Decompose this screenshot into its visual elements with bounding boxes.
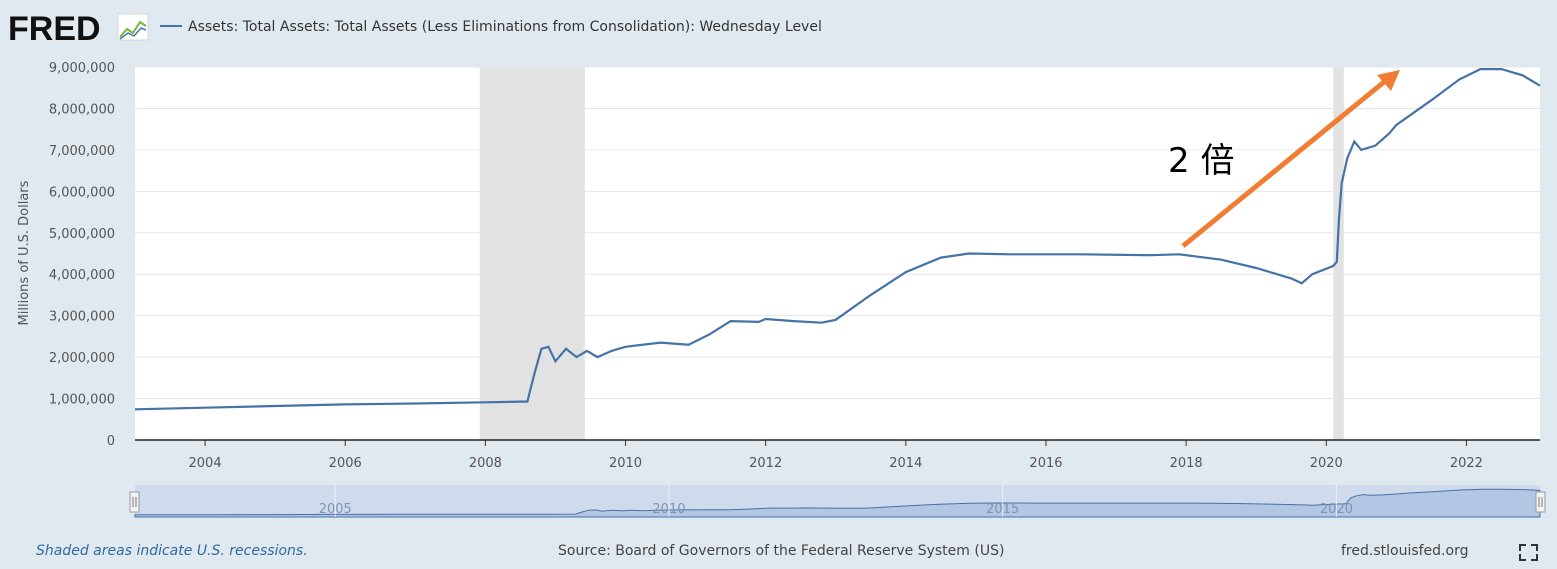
- x-tick-label: 2008: [469, 456, 502, 471]
- x-tick-label: 2014: [889, 456, 922, 471]
- x-tick-label: 2020: [1310, 456, 1343, 471]
- y-tick-label: 9,000,000: [49, 61, 115, 76]
- site-link[interactable]: fred.stlouisfed.org: [1341, 543, 1468, 559]
- navigator-series-area: [134, 488, 1541, 518]
- arrow-line: [1181, 80, 1386, 248]
- recession-note: Shaded areas indicate U.S. recessions.: [36, 543, 308, 559]
- fred-graph-logo-icon: [117, 13, 149, 41]
- y-tick-label: 0: [107, 434, 115, 449]
- navigator-tick-label: 2010: [652, 502, 685, 517]
- y-tick-label: 4,000,000: [49, 268, 115, 283]
- header: FRED Assets: Total Assets: Total Assets …: [8, 10, 822, 48]
- annotation: 2 倍: [1168, 70, 1400, 248]
- y-tick-label: 3,000,000: [49, 310, 115, 325]
- recession-band-1: [1333, 67, 1344, 440]
- navigator-tick-label: 2020: [1320, 502, 1353, 517]
- navigator-ticks: 2005 2010 2015 2020: [319, 485, 1353, 517]
- x-tick-label: 2004: [189, 456, 222, 471]
- navigator-left-handle[interactable]: [129, 491, 140, 513]
- x-tick-label: 2012: [749, 456, 782, 471]
- fred-logo[interactable]: FRED: [8, 10, 101, 48]
- source-note: Source: Board of Governors of the Federa…: [558, 543, 1004, 559]
- y-tick-label: 1,000,000: [49, 393, 115, 408]
- y-tick-label: 5,000,000: [49, 227, 115, 242]
- arrow-head-icon: [1377, 70, 1400, 91]
- plot-area: [135, 67, 1540, 440]
- x-tick-label: 2006: [329, 456, 362, 471]
- x-tick-label: 2010: [609, 456, 642, 471]
- y-axis: 0 1,000,000 2,000,000 3,000,000 4,000,000 5,0…: [49, 61, 115, 449]
- y-axis-title: Millions of U.S. Dollars: [17, 180, 32, 325]
- navigator[interactable]: 2005 2010 2015 2020: [129, 485, 1546, 518]
- x-tick-label: 2022: [1450, 456, 1483, 471]
- fullscreen-icon[interactable]: [1519, 544, 1538, 561]
- gridlines: [135, 66, 1540, 400]
- y-tick-label: 2,000,000: [49, 351, 115, 366]
- series-line-total-assets[interactable]: [134, 68, 1541, 411]
- y-tick-label: 6,000,000: [49, 185, 115, 200]
- legend-label[interactable]: Assets: Total Assets: Total Assets (Less…: [188, 19, 822, 35]
- x-tick-label: 2018: [1170, 456, 1203, 471]
- navigator-tick-label: 2015: [986, 502, 1019, 517]
- footer: Shaded areas indicate U.S. recessions. S…: [36, 543, 1538, 561]
- annotation-label: 2 倍: [1168, 141, 1234, 181]
- navigator-right-handle[interactable]: [1535, 491, 1546, 513]
- y-tick-label: 7,000,000: [49, 144, 115, 159]
- x-axis: 2004 2006 2008 2010 2012 2014 2016 2018 2020 2022: [189, 440, 1483, 471]
- y-tick-label: 8,000,000: [49, 102, 115, 117]
- navigator-tick-label: 2005: [319, 502, 352, 517]
- x-tick-label: 2016: [1029, 456, 1062, 471]
